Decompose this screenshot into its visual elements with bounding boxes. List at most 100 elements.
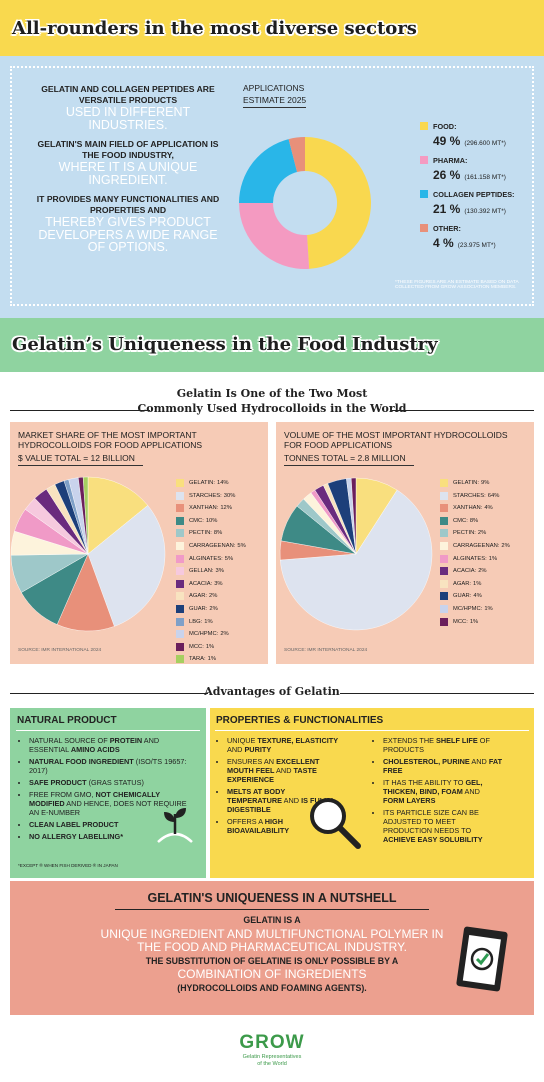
chart-subtitle: ESTIMATE 2025: [243, 95, 307, 108]
legend-swatch: [176, 605, 184, 613]
legend-label: XANTHAN:: [189, 505, 219, 512]
pie-slice: [288, 137, 305, 173]
legend-value: 49 % (296.600 MT*): [433, 132, 506, 150]
chart: [239, 137, 371, 269]
bullet-text: AMINO ACIDS: [70, 745, 120, 754]
legend-label: GELATIN:: [453, 480, 479, 486]
bullet-text: NOT CHEMICALLY MODIFIED: [29, 790, 160, 808]
heading-line: Commonly Used Hydrocolloids in the World: [137, 402, 407, 415]
pie-slice: [350, 477, 357, 555]
legend-entry: ACACIA: 2%: [453, 568, 487, 574]
bullet: NATURAL FOOD INGREDIENT (ISO/TS 19657: 2…: [29, 757, 189, 775]
legend-swatch: [176, 516, 184, 525]
value-label: 26 %: [433, 168, 461, 182]
legend-label: GELATIN:: [189, 480, 215, 486]
legend-entry: AGAR: 1%: [453, 581, 481, 587]
natural-box: NATURAL PRODUCT NATURAL SOURCE OF PROTEI…: [10, 708, 206, 878]
value-label: 4%: [484, 505, 493, 512]
bullet-text: FREE FROM GMO,: [29, 790, 96, 799]
paragraph: GELATIN'S MAIN FIELD OF APPLICATION IS T…: [28, 139, 228, 186]
value-label: 9%: [480, 480, 490, 486]
value-label: 3%: [214, 580, 223, 587]
legend-swatch: [420, 190, 428, 198]
bullet-list: EXTENDS THE SHELF LIFE OF PRODUCTS CHOLES…: [372, 736, 503, 847]
banner: All-rounders in the most diverse sectors: [0, 0, 544, 56]
legend-entry: GUAR: 2%: [189, 606, 218, 612]
legend-swatch: [420, 156, 428, 164]
chart-title: APPLICATIONS: [243, 83, 305, 93]
legend-entry: CARRAGEENAN: 5%: [189, 543, 246, 549]
legend-swatch: [440, 605, 448, 613]
sprout-icon: [157, 808, 193, 843]
legend-entry: CMC: 8%: [453, 518, 478, 524]
value-label: 1%: [484, 606, 493, 612]
pie-slice: [280, 489, 433, 631]
chart-title: MARKET SHARE OF THE MOST IMPORTANT HYDRO…: [18, 430, 203, 450]
value-label: 5%: [237, 543, 246, 549]
bullet: CLEAN LABEL PRODUCT: [29, 820, 189, 829]
bullet: NATURAL SOURCE OF PROTEIN AND ESSENTIAL …: [29, 736, 189, 754]
legend-label: CMC:: [453, 517, 468, 524]
nutshell-text: GELATIN IS A UNIQUE INGREDIENT AND MULTIF…: [100, 915, 444, 994]
legend-label: MCC:: [189, 643, 204, 650]
bullet-text: NATURAL SOURCE OF: [29, 736, 110, 745]
bullet-text: NATURAL FOOD INGREDIENT: [29, 757, 134, 766]
value-label: 4 %: [433, 236, 454, 250]
rule: [10, 693, 208, 694]
bullet: NO ALLERGY LABELLING*: [29, 832, 189, 841]
box-title: GELATIN'S UNIQUENESS IN A NUTSHELL: [147, 891, 397, 905]
legend-label: AGAR:: [189, 593, 208, 600]
rule: [215, 730, 529, 731]
legend-swatch: [440, 567, 448, 576]
legend-entry: LBG: 1%: [189, 619, 213, 625]
nutshell-line: COMBINATION OF INGREDIENTS: [177, 967, 367, 981]
tagline: of the World: [257, 1061, 287, 1067]
heading-line: Gelatin Is One of the Two Most: [176, 387, 368, 400]
chart: [279, 477, 433, 631]
bullet-text: FORM LAYERS: [383, 796, 436, 805]
legend-label: MC/HPMC:: [453, 606, 483, 612]
legend-entry: TARA: 1%: [189, 656, 216, 662]
intro-text: GELATIN AND COLLAGEN PEPTIDES ARE VERSAT…: [41, 84, 215, 105]
chart-subtitle: TONNES TOTAL = 2.8 MILLION: [284, 453, 414, 466]
value-label: 1%: [204, 618, 213, 625]
legend-swatch: [440, 554, 448, 563]
value-label: 4%: [473, 593, 482, 600]
legend-entry: GELLAN: 3%: [189, 568, 224, 574]
legend-entry: AGAR: 2%: [189, 593, 217, 599]
bullet: CHOLESTEROL, PURINE AND FAT FREE: [383, 757, 503, 775]
legend-entry: MC/HPMC: 1%: [453, 606, 493, 612]
legend-label: GUAR:: [453, 593, 472, 600]
logo: GROW: [239, 1032, 305, 1053]
pie-slice: [87, 505, 166, 627]
value-label: 10%: [205, 517, 218, 524]
legend-label: CARRAGEENAN:: [189, 543, 236, 549]
bullet: EXTENDS THE SHELF LIFE OF PRODUCTS: [383, 736, 503, 754]
value-label: 64%: [487, 492, 500, 499]
value-label: 21 %: [433, 202, 461, 216]
value-label: 1%: [205, 643, 215, 650]
legend-swatch: [176, 579, 184, 588]
dotted-frame: [10, 66, 534, 306]
legend-entry: CMC: 10%: [189, 518, 217, 524]
legend-entry: ALGINATES: 1%: [453, 556, 497, 562]
legend-label: PECTIN:: [453, 530, 476, 537]
legend-swatch: [420, 122, 428, 130]
legend-swatch: [176, 642, 184, 651]
legend-swatch: [176, 554, 184, 563]
nutshell-line: GELATIN IS A: [243, 915, 301, 925]
rule: [115, 909, 429, 910]
bullet-text: CHOLESTEROL, PURINE: [383, 757, 470, 766]
intro-text: GELATIN'S MAIN FIELD OF APPLICATION IS T…: [37, 139, 219, 160]
legend-label: GELLAN:: [189, 568, 214, 575]
bullet-text: EXCELLENT MOUTH FEEL: [227, 757, 320, 775]
value-detail: (296.600 MT*): [464, 140, 506, 147]
intro-text: THEREBY GIVES PRODUCT DEVELOPERS A WIDE …: [38, 215, 218, 254]
legend-swatch: [176, 529, 184, 538]
chart-note: SOURCE: IMR INTERNATIONAL 2024: [18, 648, 102, 653]
legend-swatch: [176, 592, 184, 601]
legend-label: COLLAGEN PEPTIDES:: [433, 190, 515, 199]
properties-box: PROPERTIES & FUNCTIONALITIES UNIQUE TEXT…: [210, 708, 534, 878]
legend-swatch: [420, 224, 428, 232]
